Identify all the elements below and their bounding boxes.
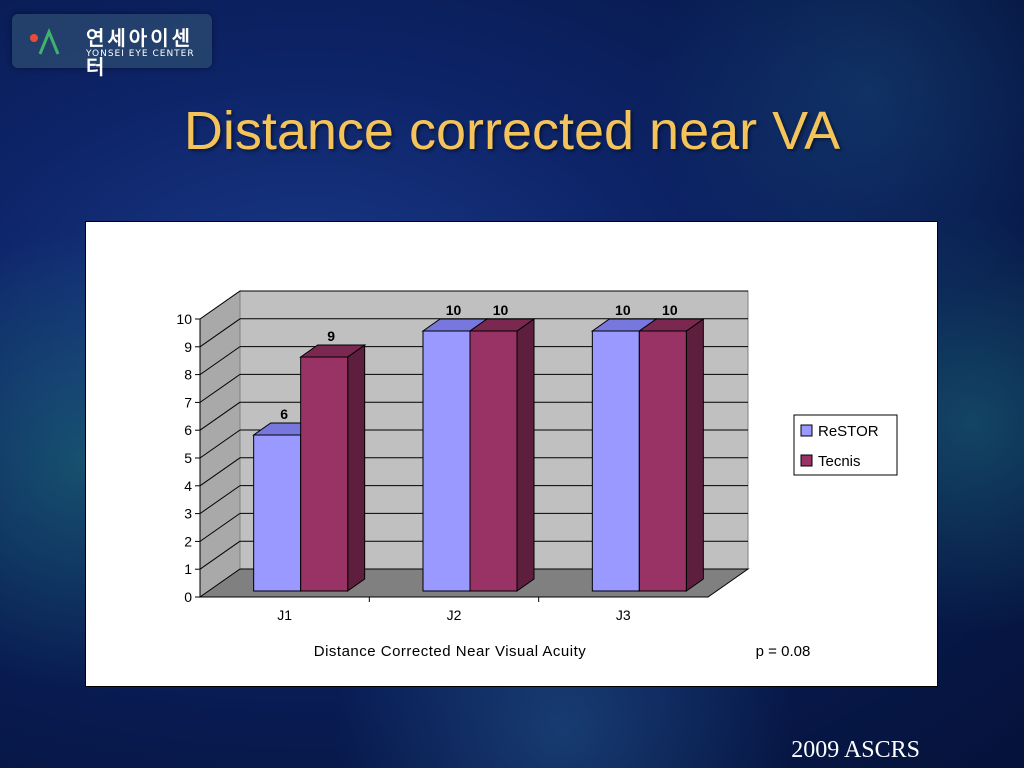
y-tick-label: 2 bbox=[184, 533, 192, 549]
bar bbox=[469, 330, 518, 592]
y-tick-label: 1 bbox=[184, 561, 192, 577]
data-label: 10 bbox=[615, 302, 631, 318]
x-tick-label: J2 bbox=[447, 607, 462, 623]
legend-swatch bbox=[800, 454, 813, 467]
gridline-side bbox=[199, 290, 241, 320]
gridline-side bbox=[199, 457, 241, 487]
bar bbox=[300, 356, 349, 592]
gridline-side bbox=[199, 318, 241, 348]
data-label: 10 bbox=[446, 302, 462, 318]
data-label: 9 bbox=[327, 328, 335, 344]
y-tick-label: 3 bbox=[184, 506, 192, 522]
logo-mark-icon bbox=[30, 28, 60, 55]
y-tick-label: 5 bbox=[184, 450, 192, 466]
bar bbox=[253, 434, 302, 592]
bar-side bbox=[685, 318, 704, 592]
bar bbox=[422, 330, 471, 592]
x-axis-title: Distance Corrected Near Visual Acuity bbox=[314, 643, 587, 660]
y-tick-label: 9 bbox=[184, 339, 192, 355]
y-tick-label: 6 bbox=[184, 422, 192, 438]
footer-text: 2009 ASCRS bbox=[791, 737, 920, 763]
chart-panel: 0 1 2 3 4 5 6 7 8 9 10 6 9 J1 10 10 J2 10 10 J3 Distance Cor… bbox=[85, 221, 938, 687]
data-label: 10 bbox=[493, 302, 509, 318]
bar-side bbox=[347, 344, 366, 592]
gridline-side bbox=[199, 346, 241, 376]
logo-korean-text: 연세아이센터 bbox=[86, 26, 193, 79]
gridline-side bbox=[199, 429, 241, 459]
p-value-annotation: p = 0.08 bbox=[756, 643, 811, 660]
bar-side bbox=[516, 318, 535, 592]
logo-english-text: YONSEI EYE CENTER bbox=[86, 49, 195, 59]
y-tick-label: 0 bbox=[184, 589, 192, 605]
logo: 연세아이센터 YONSEI EYE CENTER bbox=[12, 14, 212, 79]
gridline-side bbox=[199, 401, 241, 431]
data-label: 6 bbox=[280, 406, 288, 422]
x-tick-label: J3 bbox=[616, 607, 631, 623]
y-tick-label: 4 bbox=[184, 478, 192, 494]
gridline-side bbox=[199, 512, 241, 542]
bar-chart: 0 1 2 3 4 5 6 7 8 9 10 6 9 J1 10 10 J2 10 10 J3 Distance Cor… bbox=[176, 290, 898, 660]
gridline-side bbox=[199, 373, 241, 403]
gridline-side bbox=[199, 540, 241, 570]
y-tick-label: 7 bbox=[184, 394, 192, 410]
legend-label: ReSTOR bbox=[818, 423, 879, 440]
gridline-side bbox=[199, 485, 241, 515]
bar bbox=[638, 330, 687, 592]
y-tick-label: 8 bbox=[184, 367, 192, 383]
x-tick-label: J1 bbox=[277, 607, 292, 623]
y-tick-label: 10 bbox=[176, 311, 192, 327]
slide-title: Distance corrected near VA bbox=[183, 101, 841, 161]
legend-label: Tecnis bbox=[818, 453, 861, 470]
data-label: 10 bbox=[662, 302, 678, 318]
legend-swatch bbox=[800, 424, 813, 437]
bar bbox=[591, 330, 640, 592]
